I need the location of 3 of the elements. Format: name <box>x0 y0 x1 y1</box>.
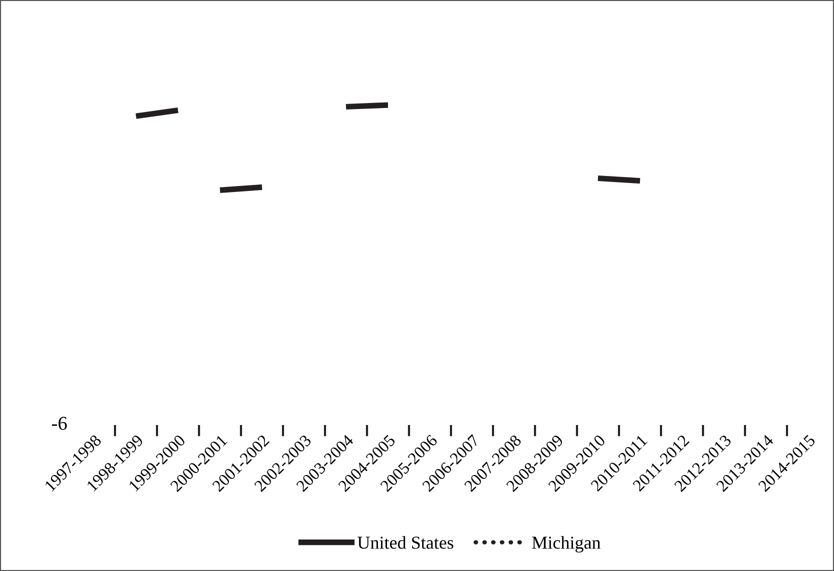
text: -6 <box>52 416 67 430</box>
legend-label: United States <box>358 536 454 549</box>
legend-label: Michigan <box>532 536 601 553</box>
